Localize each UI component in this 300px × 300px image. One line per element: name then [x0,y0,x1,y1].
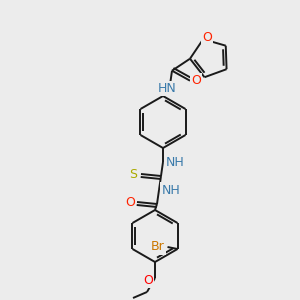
Text: O: O [143,274,153,286]
Text: NH: NH [166,155,184,169]
Text: O: O [191,74,201,87]
Text: O: O [202,31,212,44]
Text: O: O [125,196,135,208]
Text: S: S [129,167,137,181]
Text: HN: HN [158,82,176,95]
Text: Br: Br [151,241,164,254]
Text: NH: NH [162,184,180,196]
